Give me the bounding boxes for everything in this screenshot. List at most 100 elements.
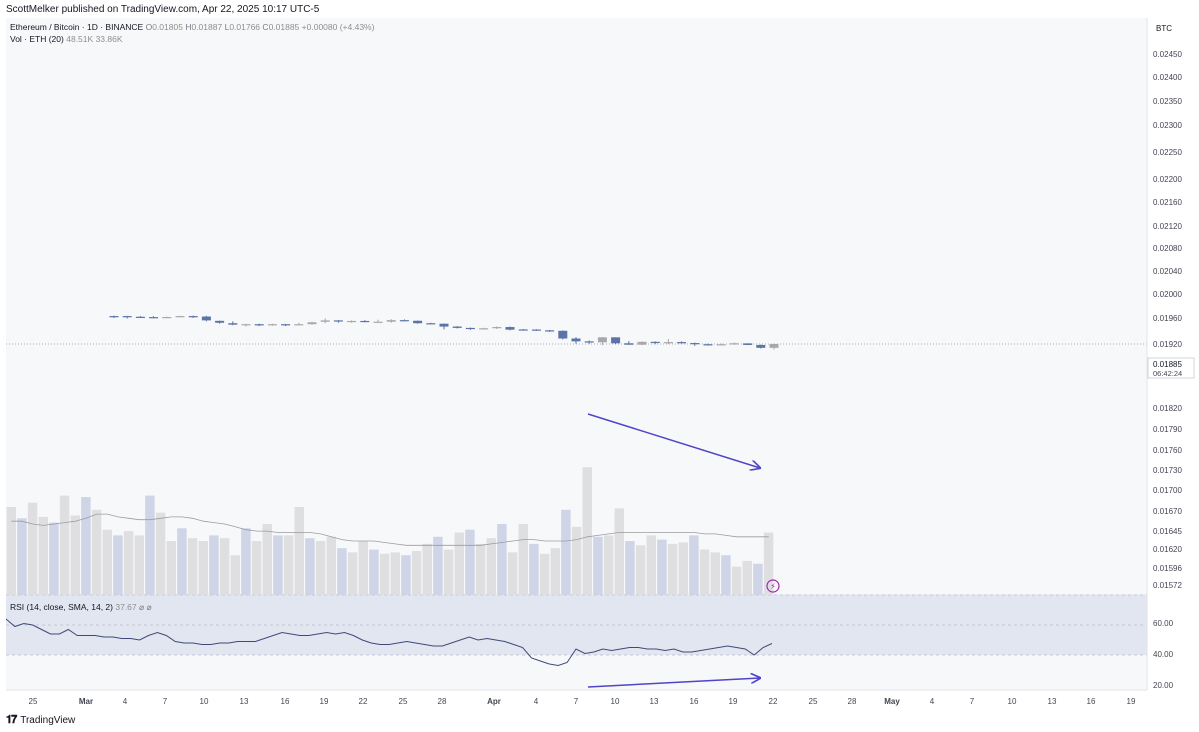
axis-currency: BTC <box>1156 24 1172 33</box>
volume-legend[interactable]: Vol · ETH (20) 48.51K 33.86K <box>10 34 123 44</box>
volume-bar <box>198 541 208 595</box>
symbol-legend[interactable]: Ethereum / Bitcoin · 1D · BINANCE O 0.018… <box>10 22 374 32</box>
price-tick-label: 0.01820 <box>1153 404 1182 413</box>
volume-bar <box>337 548 347 595</box>
volume-bar <box>6 506 16 595</box>
time-tick-label: 7 <box>970 697 975 706</box>
candle-body <box>373 321 383 323</box>
volume-bar <box>646 535 656 595</box>
candle-body <box>650 341 660 344</box>
volume-value: 48.51K <box>66 34 94 44</box>
high-value: 0.01887 <box>191 22 223 32</box>
candle-body <box>663 342 673 344</box>
candle-body <box>584 341 594 343</box>
candle-body <box>347 320 357 323</box>
price-divergence-arrow <box>587 413 760 468</box>
volume-bar <box>603 535 614 595</box>
candle-body <box>333 320 343 322</box>
candle-body <box>558 330 568 339</box>
time-tick-label: 4 <box>930 697 935 706</box>
rsi-legend[interactable]: RSI (14, close, SMA, 14, 2) 37.67 ⌀ ⌀ <box>10 602 152 613</box>
time-tick-label: 10 <box>200 697 209 706</box>
volume-bar <box>561 509 571 595</box>
candle-body <box>479 328 489 330</box>
publisher-line: ScottMelker published on TradingView.com… <box>6 4 320 15</box>
volume-bar <box>59 495 70 595</box>
volume-bar <box>283 535 294 595</box>
rsi-label[interactable]: RSI (14, close, SMA, 14, 2) <box>10 602 113 612</box>
time-tick-label: 22 <box>769 697 778 706</box>
rsi-tick-label: 40.00 <box>1153 650 1174 659</box>
chart-canvas[interactable]: ⚡ <box>6 18 1147 690</box>
volume-bar <box>49 522 59 595</box>
top-bar: ScottMelker published on TradingView.com… <box>0 0 1199 18</box>
volume-bar <box>219 538 230 595</box>
volume-bar <box>38 516 48 595</box>
volume-bar <box>721 555 731 595</box>
candle-body <box>162 317 172 319</box>
volume-bar <box>27 502 38 595</box>
candle-body <box>743 343 753 345</box>
candle-body <box>690 343 700 345</box>
candle-body <box>307 322 317 325</box>
rsi-tick-label: 20.00 <box>1153 681 1174 690</box>
volume-bar <box>17 518 27 595</box>
volume-label[interactable]: Vol · ETH (20) <box>10 34 64 44</box>
volume-bar <box>123 531 134 595</box>
volume-bar <box>358 541 368 595</box>
current-price-tag <box>1147 357 1195 379</box>
price-tick-label: 0.01790 <box>1153 425 1182 434</box>
price-tick-label: 0.02120 <box>1153 222 1182 231</box>
time-tick-label: 13 <box>240 697 249 706</box>
time-tick-label: May <box>884 697 900 706</box>
symbol-title[interactable]: Ethereum / Bitcoin · 1D · BINANCE <box>10 22 144 32</box>
volume-bar <box>635 545 646 595</box>
candle-body <box>677 342 687 344</box>
volume-bar <box>145 495 155 595</box>
candle-body <box>399 320 409 322</box>
volume-bar <box>241 528 251 595</box>
price-tick-label: 0.02080 <box>1153 244 1182 253</box>
candle-body <box>426 323 436 325</box>
time-tick-label: 25 <box>399 697 408 706</box>
volume-bar <box>593 536 603 595</box>
footer: 𝟏𝟕 TradingView <box>0 710 1199 732</box>
candle-body <box>294 324 304 326</box>
rsi-divergence-arrow <box>587 678 760 688</box>
candle-body <box>756 344 766 348</box>
current-price-value: 0.01885 <box>1153 360 1182 369</box>
price-tick-label: 0.02040 <box>1153 267 1182 276</box>
candle-body <box>360 320 370 323</box>
candle-body <box>241 324 251 326</box>
candle-body <box>281 324 291 326</box>
tradingview-logo[interactable]: 𝟏𝟕 TradingView <box>6 714 75 727</box>
candle-body <box>267 324 277 326</box>
candle-body <box>320 320 330 322</box>
chart-area[interactable]: ⚡ Ethereum / Bitcoin · 1D · BINANCE O 0.0… <box>6 18 1147 690</box>
open-label: O <box>145 22 153 32</box>
time-tick-label: 19 <box>1127 697 1136 706</box>
time-tick-label: 25 <box>29 697 38 706</box>
price-tick-label: 0.01670 <box>1153 507 1182 516</box>
rsi-extra: ⌀ ⌀ <box>139 602 152 612</box>
bar-countdown: 06:42:24 <box>1153 369 1182 378</box>
volume-bar <box>465 529 475 595</box>
time-tick-label: 13 <box>1048 697 1057 706</box>
volume-bar <box>209 535 219 595</box>
price-tick-label: 0.01572 <box>1153 581 1182 590</box>
volume-bar <box>230 555 240 595</box>
time-tick-label: 13 <box>650 697 659 706</box>
volume-bar <box>187 538 198 595</box>
candle-body <box>215 320 225 323</box>
volume-bar <box>379 553 390 595</box>
time-tick-label: 7 <box>163 697 168 706</box>
time-tick-label: Mar <box>79 697 93 706</box>
low-label: L <box>224 22 230 32</box>
candle-body <box>518 329 528 331</box>
price-tick-label: 0.01700 <box>1153 486 1182 495</box>
price-tick-label: 0.01620 <box>1153 545 1182 554</box>
volume-bar <box>315 541 326 595</box>
candle-body <box>611 337 621 344</box>
price-tick-label: 0.01760 <box>1153 446 1182 455</box>
price-tick-label: 0.01645 <box>1153 527 1182 536</box>
